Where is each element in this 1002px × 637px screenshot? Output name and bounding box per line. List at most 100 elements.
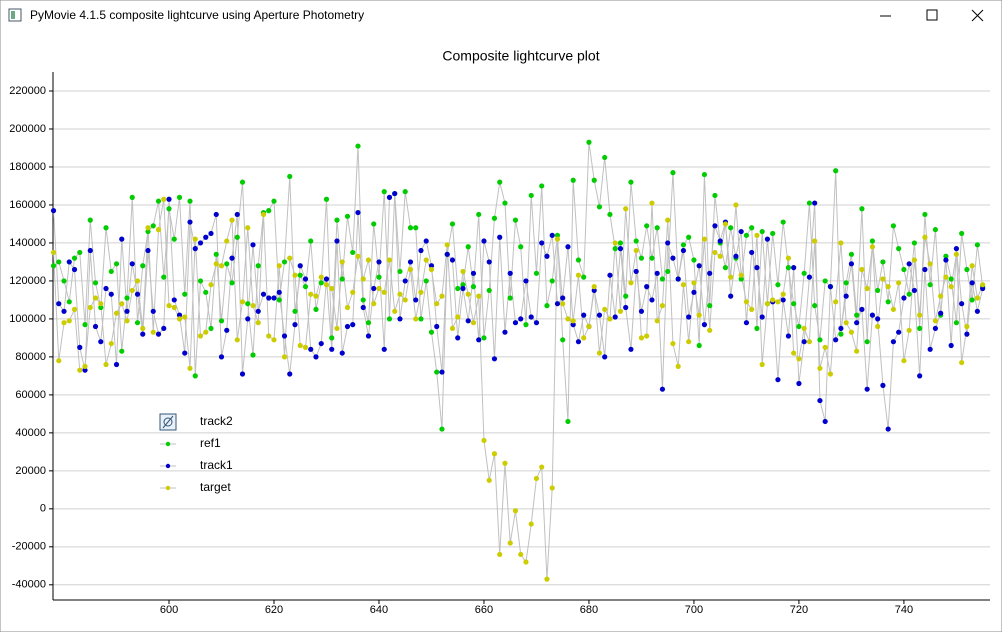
- data-point: [56, 301, 62, 307]
- data-point: [439, 426, 445, 432]
- data-point: [455, 285, 461, 292]
- data-point: [98, 339, 104, 345]
- data-point: [124, 308, 130, 314]
- data-point: [187, 219, 193, 225]
- data-point: [738, 272, 744, 278]
- data-point: [150, 329, 156, 335]
- data-point: [801, 339, 807, 345]
- data-point: [833, 299, 839, 305]
- data-point: [428, 266, 435, 273]
- data-point: [780, 219, 786, 225]
- data-point: [455, 314, 461, 320]
- data-point: [974, 308, 981, 314]
- legend-label: track2: [200, 414, 233, 428]
- data-point: [575, 257, 582, 263]
- x-tick-label: 620: [265, 604, 283, 616]
- data-point: [838, 325, 844, 332]
- data-point: [124, 295, 130, 301]
- data-point: [92, 323, 99, 330]
- data-point: [833, 168, 839, 174]
- data-point: [602, 354, 608, 360]
- y-tick-label: 40000: [15, 427, 46, 439]
- data-point: [413, 225, 419, 231]
- data-point: [722, 221, 729, 227]
- data-point: [596, 312, 603, 318]
- data-point: [959, 359, 965, 366]
- data-point: [885, 284, 891, 290]
- data-point: [691, 289, 697, 295]
- data-point: [759, 361, 765, 368]
- data-point: [896, 329, 902, 335]
- data-point: [287, 255, 293, 261]
- data-point: [497, 551, 503, 558]
- data-point: [628, 179, 634, 185]
- data-point: [350, 289, 356, 295]
- data-point: [77, 367, 83, 373]
- data-point: [134, 291, 141, 297]
- data-point: [812, 200, 818, 206]
- data-point: [654, 318, 660, 324]
- data-point: [292, 308, 298, 314]
- data-point: [113, 361, 120, 368]
- data-point: [759, 228, 765, 235]
- data-point: [423, 278, 429, 284]
- legend-marker: [165, 463, 171, 469]
- data-point: [428, 329, 435, 335]
- data-point: [313, 306, 319, 313]
- data-point: [938, 293, 944, 299]
- data-point: [581, 274, 587, 280]
- data-point: [271, 198, 277, 204]
- legend-marker: [165, 485, 171, 491]
- close-button[interactable]: [971, 9, 984, 22]
- data-point: [770, 297, 776, 303]
- data-point: [271, 337, 277, 343]
- data-point: [208, 282, 214, 288]
- data-point: [817, 397, 823, 404]
- data-point: [287, 371, 293, 377]
- data-point: [119, 301, 125, 307]
- data-point: [87, 217, 93, 223]
- data-point: [896, 246, 902, 252]
- data-point: [313, 354, 319, 360]
- data-point: [822, 418, 828, 425]
- data-point: [581, 335, 587, 341]
- data-point: [565, 418, 571, 425]
- data-point: [764, 301, 771, 307]
- data-point: [224, 327, 230, 333]
- data-point: [150, 223, 156, 229]
- data-point: [964, 266, 970, 273]
- data-point: [129, 261, 135, 267]
- data-point: [528, 314, 534, 320]
- data-point: [869, 238, 876, 244]
- data-point: [701, 171, 708, 178]
- data-point: [806, 200, 813, 206]
- data-point: [134, 320, 141, 326]
- data-point: [323, 282, 330, 288]
- data-point: [959, 301, 965, 307]
- data-point: [612, 240, 618, 246]
- data-point: [203, 289, 209, 295]
- data-point: [334, 325, 340, 332]
- data-point: [796, 356, 802, 362]
- data-point: [155, 198, 162, 204]
- data-point: [901, 295, 907, 301]
- data-point: [906, 327, 912, 333]
- data-point: [749, 225, 755, 231]
- data-point: [397, 316, 403, 322]
- data-point: [754, 232, 760, 238]
- data-point: [523, 322, 529, 328]
- y-tick-label: 100000: [9, 313, 46, 325]
- data-point: [239, 299, 246, 305]
- data-point: [738, 276, 744, 282]
- data-point: [71, 306, 78, 313]
- data-point: [229, 255, 235, 261]
- data-point: [791, 301, 797, 307]
- data-point: [875, 323, 881, 330]
- chart-title: Composite lightcurve plot: [442, 48, 599, 64]
- data-point: [56, 358, 62, 364]
- data-point: [224, 261, 230, 267]
- data-point: [943, 253, 949, 259]
- maximize-button[interactable]: [926, 9, 938, 21]
- data-point: [717, 238, 723, 244]
- data-point: [943, 274, 949, 280]
